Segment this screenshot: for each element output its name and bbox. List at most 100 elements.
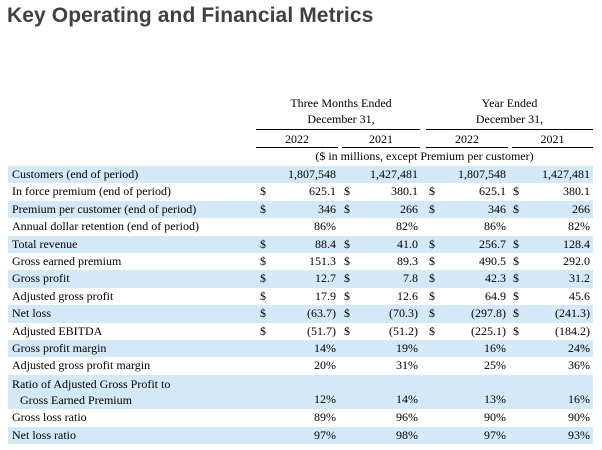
table-row: Gross loss ratio 89% 96% 90% 90% [8, 409, 593, 426]
currency-sign: $ [429, 306, 435, 321]
cell-value: (184.2) [555, 323, 590, 338]
table-row: Total revenue $88.4 $41.0 $256.7 $128.4 [8, 235, 593, 253]
currency-sign: $ [344, 201, 350, 216]
currency-sign: $ [260, 271, 266, 286]
cell-value: (51.7) [307, 323, 336, 338]
currency-sign: $ [513, 323, 519, 338]
currency-sign: $ [513, 184, 519, 199]
cell-value: 346 [488, 201, 506, 216]
currency-sign: $ [344, 253, 350, 268]
row-label: Ratio of Adjusted Gross Profit to Gross E… [12, 376, 170, 408]
cell-value: 31% [396, 358, 418, 373]
group-header-three-months: Three Months Ended [290, 96, 392, 110]
cell-value: 96% [396, 410, 418, 425]
cell-value: 20% [314, 358, 336, 373]
row-label-line: Ratio of Adjusted Gross Profit to [12, 376, 171, 391]
currency-sign: $ [260, 236, 266, 251]
year-rule [256, 147, 338, 148]
currency-sign: $ [513, 288, 519, 303]
cell-value: 90% [484, 410, 506, 425]
year-header: 2021 [369, 132, 393, 146]
row-label: Net loss ratio [12, 427, 76, 442]
cell-value: 19% [396, 340, 418, 355]
table-row: Net loss ratio 97% 98% 97% 93% [8, 426, 593, 445]
row-label: Adjusted EBITDA [12, 323, 103, 338]
cell-value: 25% [484, 358, 506, 373]
table-row: Adjusted gross profit margin 20% 31% 25%… [8, 357, 593, 374]
currency-sign: $ [513, 236, 519, 251]
row-label: Total revenue [12, 236, 78, 251]
currency-sign: $ [260, 288, 266, 303]
currency-sign: $ [344, 288, 350, 303]
row-label: Net loss [12, 306, 51, 321]
table-row: Annual dollar retention (end of period) … [8, 218, 593, 235]
cell-value: 13% [484, 391, 506, 406]
table-row: Gross earned premium $151.3 $89.3 $490.5… [8, 253, 593, 270]
cell-value: 490.5 [479, 253, 506, 268]
currency-sign: $ [429, 323, 435, 338]
row-label: Gross profit [12, 271, 70, 286]
cell-value: 1,427,481 [370, 167, 418, 181]
currency-sign: $ [429, 236, 435, 251]
cell-value: 82% [568, 219, 590, 234]
currency-sign: $ [429, 253, 435, 268]
cell-value: 24% [568, 340, 590, 355]
table-header: Three Months Ended December 31, Year End… [8, 96, 593, 166]
cell-value: 380.1 [391, 184, 418, 199]
cell-value: (51.2) [389, 323, 418, 338]
cell-value: 380.1 [563, 184, 590, 199]
currency-sign: $ [260, 201, 266, 216]
currency-sign: $ [260, 253, 266, 268]
cell-value: (241.3) [555, 306, 590, 321]
year-header: 2022 [285, 132, 309, 146]
currency-sign: $ [513, 201, 519, 216]
cell-value: 14% [396, 391, 418, 406]
row-label: Adjusted gross profit margin [12, 358, 151, 373]
cell-value: 93% [568, 427, 590, 442]
cell-value: 256.7 [479, 236, 506, 251]
year-rule [512, 147, 593, 148]
cell-value: 151.3 [309, 253, 336, 268]
group-rule-three-months [256, 129, 420, 130]
year-rule [342, 147, 420, 148]
currency-sign: $ [344, 323, 350, 338]
cell-value: 625.1 [309, 184, 336, 199]
currency-sign: $ [429, 201, 435, 216]
currency-sign: $ [429, 184, 435, 199]
cell-value: 16% [568, 391, 590, 406]
row-label: Gross earned premium [12, 253, 122, 268]
cell-value: 88.4 [315, 236, 336, 251]
row-label: Customers (end of period) [12, 167, 139, 181]
row-label: Gross profit margin [12, 340, 107, 355]
cell-value: 292.0 [563, 253, 590, 268]
cell-value: 97% [314, 427, 336, 442]
cell-value: (63.7) [307, 306, 336, 321]
currency-sign: $ [260, 306, 266, 321]
cell-value: 266 [400, 201, 418, 216]
row-label: Premium per customer (end of period) [12, 201, 197, 216]
table-row: Gross profit margin 14% 19% 16% 24% [8, 339, 593, 358]
currency-sign: $ [513, 306, 519, 321]
currency-sign: $ [344, 184, 350, 199]
cell-value: 266 [572, 201, 590, 216]
cell-value: 7.8 [403, 271, 418, 286]
cell-value: 41.0 [397, 236, 418, 251]
year-header: 2022 [455, 132, 479, 146]
cell-value: 14% [314, 340, 336, 355]
group-header-year-date: December 31, [475, 112, 544, 126]
cell-value: 82% [396, 219, 418, 234]
cell-value: (297.8) [471, 306, 506, 321]
cell-value: 12% [314, 391, 336, 406]
cell-value: 42.3 [485, 271, 506, 286]
cell-value: (225.1) [471, 323, 506, 338]
table-body: Customers (end of period) 1,807,548 1,42… [8, 166, 593, 445]
year-rule [426, 147, 508, 148]
cell-value: 12.7 [315, 271, 336, 286]
group-header-year: Year Ended [481, 96, 538, 110]
row-label: Gross loss ratio [12, 410, 87, 425]
page-title: Key Operating and Financial Metrics [7, 4, 374, 27]
table-row: Net loss $ (63.7) $ (70.3) $ (297.8) $ (241.… [8, 305, 593, 323]
cell-value: 1,427,481 [542, 167, 590, 181]
cell-value: 1,807,548 [458, 167, 506, 181]
row-label: Annual dollar retention (end of period) [12, 219, 199, 234]
